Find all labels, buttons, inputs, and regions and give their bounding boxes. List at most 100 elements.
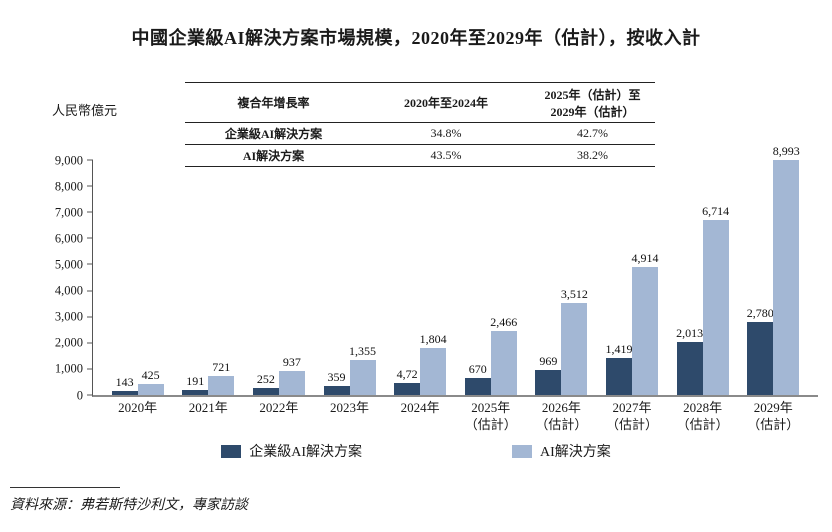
bar-slot: 937 xyxy=(278,160,305,395)
y-tick-mark xyxy=(87,290,93,292)
bar-enterprise-ai-solutions: 670 xyxy=(464,362,491,395)
y-tick-mark xyxy=(87,316,93,318)
bar-group: 2,780 8,993 2029年 （估計） xyxy=(747,144,800,432)
bar-slot: 8,993 xyxy=(773,144,800,395)
bar-slot: 359 xyxy=(323,160,350,395)
bar-slot: 3,512 xyxy=(561,160,588,395)
bar-slot: 2,013 xyxy=(676,160,703,395)
bar-value-label: 937 xyxy=(282,354,301,369)
x-axis-label: 2025年 （估計） xyxy=(464,400,517,432)
cagr-table-header-row: 複合年增長率 2020年至2024年 2025年（估計）至2029年（估計） xyxy=(185,82,655,123)
footnote-divider xyxy=(10,487,120,488)
bar-value-label: 191 xyxy=(186,374,205,389)
bar-slot: 191 xyxy=(182,160,209,395)
y-tick-mark xyxy=(87,237,93,239)
bar-enterprise-ai-solutions: 2,013 xyxy=(676,326,703,395)
bar-value-label: 670 xyxy=(468,361,487,376)
bar-value-label: 6,714 xyxy=(702,203,730,218)
bar-enterprise-ai-solutions: 252 xyxy=(252,372,279,395)
bar-value-label: 8,993 xyxy=(772,144,800,159)
bar-ai-solutions: 721 xyxy=(208,360,235,395)
bar-enterprise-ai-solutions: 4,72 xyxy=(394,367,421,395)
bar-group: 2,013 6,714 2028年 （估計） xyxy=(676,160,729,432)
y-tick-label: 8,000 xyxy=(54,178,83,193)
y-tick-mark xyxy=(87,368,93,370)
bar-group: 1,419 4,914 2027年 （估計） xyxy=(606,160,659,432)
bar-group: 670 2,466 2025年 （估計） xyxy=(464,160,518,432)
bar-group: 143 425 2020年 xyxy=(111,160,164,415)
bar-ai-solutions: 6,714 xyxy=(702,204,729,395)
legend-label: AI解決方案 xyxy=(540,445,611,460)
bar-slot: 4,72 xyxy=(394,160,421,395)
bar-slot: 969 xyxy=(535,160,562,395)
cagr-value: 38.2% xyxy=(530,144,655,167)
plot-area: 143 425 2020年 191 721 2021年 252 937 2022年 359 1,35… xyxy=(55,144,818,432)
bar-value-label: 3,512 xyxy=(560,287,588,302)
bar-value-label: 4,72 xyxy=(396,366,418,381)
bar-slot: 1,355 xyxy=(349,160,376,395)
legend-swatch-light-icon xyxy=(512,444,532,458)
bar-groups: 143 425 2020年 191 721 2021年 252 937 2022年 359 1,35… xyxy=(93,144,818,432)
bar-ai-solutions: 1,804 xyxy=(420,332,447,395)
bar-enterprise-ai-solutions: 969 xyxy=(535,354,562,395)
bar-enterprise-ai-solutions: 1,419 xyxy=(606,342,633,395)
y-tick-label: 1,000 xyxy=(54,361,83,376)
bar-slot: 143 xyxy=(111,160,138,395)
y-tick-label: 4,000 xyxy=(54,283,83,298)
bar-value-label: 2,013 xyxy=(676,326,704,341)
cagr-row-label: AI解決方案 xyxy=(185,144,362,167)
cagr-value: 42.7% xyxy=(530,122,655,145)
legend-label: 企業級AI解決方案 xyxy=(249,445,362,460)
bar-slot: 252 xyxy=(252,160,279,395)
bar-value-label: 1,804 xyxy=(419,331,447,346)
x-axis-label: 2021年 xyxy=(188,400,228,415)
bar-value-label: 252 xyxy=(256,372,275,387)
x-axis-label: 2023年 xyxy=(329,400,370,415)
bar-ai-solutions: 3,512 xyxy=(561,287,588,395)
cagr-row-ai: AI解決方案 43.5% 38.2% xyxy=(185,144,655,167)
bar-slot: 4,914 xyxy=(631,160,659,395)
y-tick-label: 0 xyxy=(76,387,83,402)
bar-value-label: 721 xyxy=(212,360,231,375)
cagr-header-metric: 複合年增長率 xyxy=(185,82,362,123)
y-tick-mark xyxy=(87,342,93,344)
bar-group: 4,72 1,804 2024年 xyxy=(394,160,447,415)
x-axis-label: 2020年 xyxy=(118,400,158,415)
x-axis-label: 2029年 （估計） xyxy=(747,400,800,432)
bar-slot: 1,804 xyxy=(420,160,447,395)
y-tick-mark xyxy=(87,263,93,265)
bar-ai-solutions: 425 xyxy=(137,368,164,395)
y-axis-unit-label: 人民幣億元 xyxy=(52,103,118,118)
cagr-value: 43.5% xyxy=(362,144,530,167)
cagr-header-2025-2029: 2025年（估計）至2029年（估計） xyxy=(530,82,655,123)
x-axis-label: 2028年 （估計） xyxy=(676,400,729,432)
bar-value-label: 425 xyxy=(141,367,160,382)
bar-group: 359 1,355 2023年 xyxy=(323,160,376,415)
bar-slot: 2,780 xyxy=(747,160,774,395)
bar-ai-solutions: 937 xyxy=(278,355,305,395)
bar-value-label: 359 xyxy=(327,369,346,384)
cagr-row-enterprise-ai: 企業級AI解決方案 34.8% 42.7% xyxy=(185,122,655,145)
y-tick-mark xyxy=(87,159,93,161)
y-tick-label: 3,000 xyxy=(54,309,83,324)
bar-value-label: 1,419 xyxy=(605,341,633,356)
bar-slot: 2,466 xyxy=(490,160,517,395)
y-tick-mark xyxy=(87,211,93,213)
bar-ai-solutions: 8,993 xyxy=(773,144,800,395)
chart-legend: 企業級AI解決方案 AI解決方案 xyxy=(40,441,792,461)
bar-slot: 721 xyxy=(208,160,235,395)
y-tick-label: 2,000 xyxy=(54,335,83,350)
bar-value-label: 2,466 xyxy=(490,314,518,329)
bar-ai-solutions: 1,355 xyxy=(349,344,376,395)
x-axis-label: 2024年 xyxy=(400,400,440,415)
bar-value-label: 4,914 xyxy=(631,250,659,265)
bar-enterprise-ai-solutions: 2,780 xyxy=(747,306,774,395)
bar-group: 969 3,512 2026年 （估計） xyxy=(535,160,588,432)
bar-slot: 1,419 xyxy=(606,160,633,395)
legend-item-enterprise-ai: 企業級AI解決方案 xyxy=(221,441,362,461)
y-tick-label: 6,000 xyxy=(54,231,83,246)
bar-ai-solutions: 2,466 xyxy=(490,315,517,395)
legend-item-ai: AI解決方案 xyxy=(512,441,611,461)
cagr-table: 複合年增長率 2020年至2024年 2025年（估計）至2029年（估計） 企… xyxy=(185,82,655,167)
